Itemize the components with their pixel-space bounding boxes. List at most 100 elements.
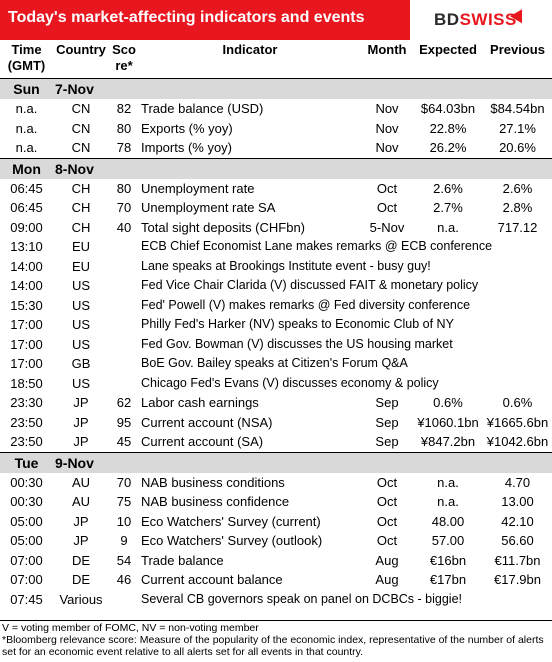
cell-score: 80 <box>116 120 132 136</box>
table-row: 06:45 CH 80 Unemployment rate Oct 2.6% 2.6% <box>0 179 552 199</box>
cell-score <box>109 237 139 257</box>
column-header-month: Month <box>367 42 407 57</box>
day-date: 9-Nov <box>53 451 552 473</box>
cell-country: CH <box>71 219 91 235</box>
cell-score: 10 <box>116 513 132 529</box>
cell-time: 17:00 <box>10 317 43 332</box>
table-row: 09:00 CH 40 Total sight deposits (CHFbn) 5-N… <box>0 218 552 238</box>
cell-time: 18:50 <box>10 375 43 391</box>
logo-text-swiss: SWISS <box>459 10 517 29</box>
cell-previous: 56.60 <box>501 533 534 548</box>
cell-country: CH <box>71 200 91 215</box>
cell-time: 05:00 <box>10 533 43 548</box>
day-header-row: Mon 8-Nov <box>0 157 552 179</box>
cell-time: 14:00 <box>10 258 43 274</box>
cell-previous: 2.8% <box>502 200 533 215</box>
cell-event: ECB Chief Economist Lane makes remarks @… <box>141 239 493 253</box>
cell-score: 75 <box>116 494 132 509</box>
cell-event: BoE Gov. Bailey speaks at Citizen's Foru… <box>141 356 408 370</box>
cell-indicator: Unemployment rate SA <box>141 200 276 215</box>
header-bar: Today's market-affecting indicators and … <box>0 0 552 40</box>
cell-month: Nov <box>375 101 399 116</box>
cell-score: 80 <box>116 180 132 196</box>
table-row: n.a. CN 80 Exports (% yoy) Nov 22.8% 27.1% <box>0 119 552 139</box>
cell-score <box>109 276 139 296</box>
day-header-row: Tue 9-Nov <box>0 451 552 473</box>
cell-month: Nov <box>375 120 399 136</box>
footnote-voting: V = voting member of FOMC, NV = non-voti… <box>2 622 259 634</box>
day-name: Sun <box>0 78 53 99</box>
cell-time: 05:00 <box>10 513 43 529</box>
table-row: n.a. CN 78 Imports (% yoy) Nov 26.2% 20.6% <box>0 138 552 158</box>
cell-indicator: NAB business conditions <box>141 474 285 490</box>
table-row: 00:30 AU 75 NAB business confidence Oct n.a. 1… <box>0 492 552 512</box>
table-row: 17:00 GB BoE Gov. Bailey speaks at Citizen… <box>0 354 552 374</box>
table-row: 14:00 US Fed Vice Chair Clarida (V) discus… <box>0 276 552 296</box>
logo-text-bd: BD <box>434 10 460 29</box>
cell-previous: ¥1042.6bn <box>486 434 549 449</box>
cell-country: EU <box>71 258 91 274</box>
cell-score <box>109 590 139 610</box>
cell-expected: n.a. <box>437 219 459 235</box>
table-row: n.a. CN 82 Trade balance (USD) Nov $64.03bn $8… <box>0 99 552 119</box>
cell-score: 78 <box>116 140 132 155</box>
cell-expected: 22.8% <box>429 120 467 136</box>
cell-event: Chicago Fed's Evans (V) discusses econom… <box>141 375 439 390</box>
footnotes: V = voting member of FOMC, NV = non-voti… <box>0 620 552 658</box>
cell-expected: n.a. <box>437 474 459 490</box>
cell-score: 62 <box>116 395 132 410</box>
day-header-row: Sun 7-Nov <box>0 78 552 99</box>
column-header-indicator: Indicator <box>222 42 278 57</box>
cell-indicator: Trade balance <box>141 552 224 568</box>
cell-expected: 48.00 <box>431 513 465 529</box>
cell-indicator: Current account (SA) <box>141 434 264 449</box>
cell-time: 23:50 <box>10 434 43 449</box>
cell-time: n.a. <box>15 101 38 116</box>
cell-previous: €11.7bn <box>494 552 541 568</box>
cell-time: 00:30 <box>10 474 43 490</box>
cell-score: 9 <box>120 533 128 548</box>
column-header-country: Country <box>56 42 106 57</box>
cell-score <box>109 257 139 277</box>
cell-month: Oct <box>376 180 398 196</box>
cell-previous: €17.9bn <box>494 572 541 587</box>
cell-country: JP <box>73 434 89 449</box>
cell-time: 09:00 <box>10 219 43 235</box>
cell-country: US <box>71 278 91 293</box>
table-row: 07:00 DE 46 Current account balance Aug €17bn… <box>0 570 552 590</box>
table-row: 17:00 US Fed Gov. Bowman (V) discusses the… <box>0 335 552 355</box>
cell-previous: 0.6% <box>502 395 533 410</box>
cell-score: 45 <box>116 434 132 449</box>
cell-previous: 4.70 <box>504 474 531 490</box>
cell-score <box>109 354 139 374</box>
cell-expected: 0.6% <box>433 395 463 410</box>
cell-score: 70 <box>116 200 132 215</box>
table-row: 13:10 EU ECB Chief Economist Lane makes re… <box>0 237 552 257</box>
cell-expected: 2.6% <box>433 180 463 196</box>
cell-country: JP <box>73 395 89 410</box>
cell-expected: $64.03bn <box>420 101 476 116</box>
cell-score: 40 <box>116 219 132 235</box>
cell-previous: 42.10 <box>501 513 534 529</box>
cell-score <box>109 335 139 355</box>
cell-country: AU <box>71 474 91 490</box>
column-header-time: Time (GMT) <box>7 42 46 73</box>
cell-indicator: NAB business confidence <box>141 494 290 509</box>
cell-time: n.a. <box>15 140 38 155</box>
table-row: 07:45 Various Several CB governors speak o… <box>0 590 552 610</box>
cell-indicator: Eco Watchers' Survey (current) <box>141 513 321 529</box>
column-header-expected: Expected <box>419 42 477 57</box>
cell-previous: 2.6% <box>502 180 533 196</box>
cell-time: 06:45 <box>10 200 43 215</box>
cell-time: 14:00 <box>10 278 43 293</box>
cell-country: CN <box>71 120 91 136</box>
table-row: 05:00 JP 9 Eco Watchers' Survey (outlook) Oc… <box>0 531 552 551</box>
cell-country: EU <box>71 239 91 254</box>
cell-score: 46 <box>116 572 132 587</box>
cell-month: Oct <box>376 513 398 529</box>
cell-time: 00:30 <box>10 494 43 509</box>
cell-month: Oct <box>376 533 398 548</box>
cell-month: Aug <box>375 572 399 587</box>
cell-month: Sep <box>375 414 399 430</box>
cell-indicator: Imports (% yoy) <box>141 140 233 155</box>
